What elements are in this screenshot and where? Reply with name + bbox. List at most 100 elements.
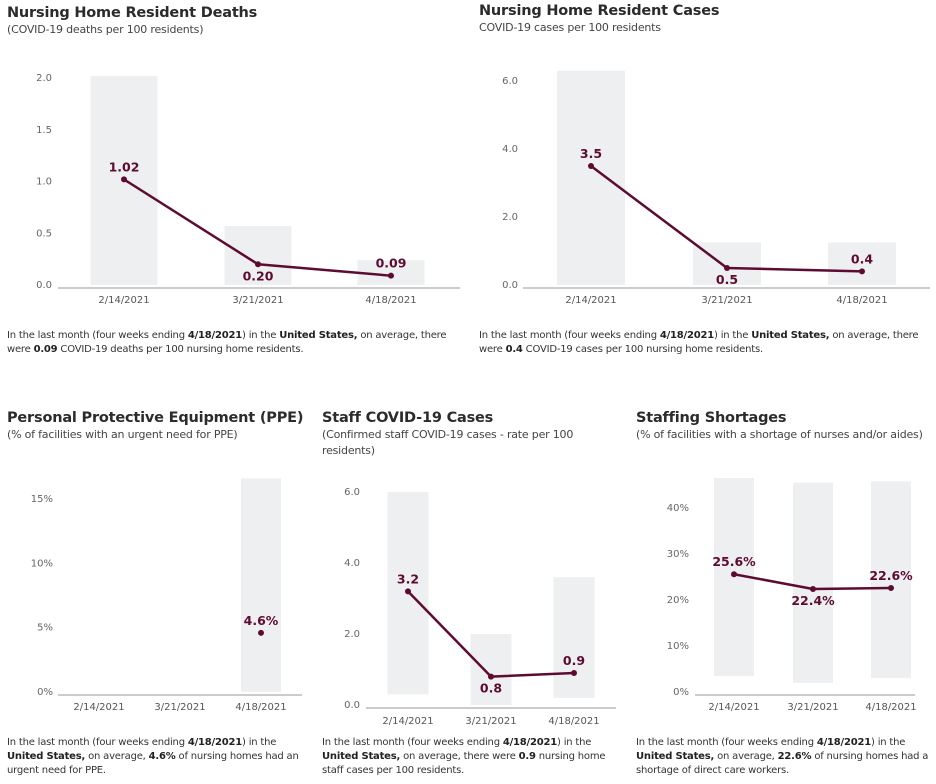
caption-text: ) in the xyxy=(714,330,752,341)
x-tick-label: 2/14/2021 xyxy=(708,702,759,713)
range-bar xyxy=(557,70,625,285)
data-label: 0.8 xyxy=(480,681,502,696)
caption-text: on average, there were xyxy=(7,330,447,355)
y-tick-label: 20% xyxy=(667,595,689,606)
caption-value: 0.4 xyxy=(505,344,523,355)
caption-value: 4.6% xyxy=(148,751,176,762)
x-tick-label: 4/18/2021 xyxy=(548,716,599,727)
y-tick-label: 6.0 xyxy=(344,487,360,498)
chart-title: Nursing Home Resident Cases xyxy=(479,3,720,19)
caption-text: In the last month (four weeks ending xyxy=(479,330,660,341)
x-tick-label: 3/21/2021 xyxy=(701,295,752,306)
caption-value: 22.6% xyxy=(777,751,812,762)
y-tick-label: 10% xyxy=(667,641,689,652)
data-point xyxy=(405,588,411,595)
y-tick-label: 6.0 xyxy=(502,76,518,87)
caption-text: ) in the xyxy=(242,330,280,341)
data-point xyxy=(731,571,737,578)
panel-resident-deaths: Nursing Home Resident Deaths (COVID-19 d… xyxy=(7,5,467,38)
chart-subtitle: (% of facilities with an urgent need for… xyxy=(7,428,238,441)
data-label: 1.02 xyxy=(109,159,140,174)
x-tick-label: 3/21/2021 xyxy=(787,702,838,713)
range-bar xyxy=(224,226,292,285)
data-point xyxy=(388,272,394,279)
range-bar xyxy=(871,481,911,679)
y-tick-label: 0% xyxy=(37,687,53,698)
data-point xyxy=(888,585,894,592)
caption-text: ) in the xyxy=(242,737,277,748)
caption-value: 0.9 xyxy=(518,751,536,762)
caption-date: 4/18/2021 xyxy=(502,737,558,748)
panel-staff-cases: Staff COVID-19 Cases (Confirmed staff CO… xyxy=(322,410,622,459)
y-tick-label: 4.0 xyxy=(344,558,360,569)
data-label: 0.5 xyxy=(716,272,738,287)
range-bar xyxy=(241,478,281,692)
y-tick-label: 2.0 xyxy=(36,73,52,84)
caption-date: 4/18/2021 xyxy=(659,330,715,341)
range-bar xyxy=(553,577,595,698)
caption-place: United States, xyxy=(636,751,715,762)
data-label: 22.6% xyxy=(869,568,913,583)
chart-subtitle: (Confirmed staff COVID-19 cases - rate p… xyxy=(322,428,574,457)
x-tick-label: 2/14/2021 xyxy=(565,295,616,306)
x-tick-label: 3/21/2021 xyxy=(154,702,205,713)
caption-text: COVID-19 deaths per 100 nursing home res… xyxy=(57,344,304,355)
x-tick-label: 4/18/2021 xyxy=(235,702,286,713)
y-tick-label: 2.0 xyxy=(344,629,360,640)
panel-staffing-shortages: Staffing Shortages (% of facilities with… xyxy=(636,410,936,443)
x-tick-label: 4/18/2021 xyxy=(836,295,887,306)
data-point xyxy=(488,673,494,680)
y-tick-label: 10% xyxy=(31,558,53,569)
caption-staffing-shortages: In the last month (four weeks ending 4/1… xyxy=(636,736,936,778)
caption-date: 4/18/2021 xyxy=(187,330,243,341)
y-tick-label: 5% xyxy=(37,623,53,634)
caption-text: on average, there were xyxy=(400,751,519,762)
caption-value: 0.09 xyxy=(33,344,58,355)
y-tick-label: 2.0 xyxy=(502,212,518,223)
caption-date: 4/18/2021 xyxy=(187,737,243,748)
chart-subtitle: (COVID-19 deaths per 100 residents) xyxy=(7,23,204,36)
caption-resident-deaths: In the last month (four weeks ending 4/1… xyxy=(7,329,457,357)
caption-text: of nursing homes had a shortage of direc… xyxy=(636,751,929,776)
caption-text: In the last month (four weeks ending xyxy=(7,737,188,748)
data-label: 22.4% xyxy=(791,593,835,608)
chart-title: Nursing Home Resident Deaths xyxy=(7,5,258,21)
data-label: 25.6% xyxy=(712,554,756,569)
caption-text: of nursing homes had an urgent need for … xyxy=(7,751,299,776)
y-tick-label: 1.0 xyxy=(36,177,52,188)
data-point xyxy=(810,585,816,592)
data-label: 3.2 xyxy=(397,571,419,586)
chart-subtitle: (% of facilities with a shortage of nurs… xyxy=(636,428,923,441)
x-tick-label: 3/21/2021 xyxy=(465,716,516,727)
caption-staff-cases: In the last month (four weeks ending 4/1… xyxy=(322,736,622,778)
y-tick-label: 1.5 xyxy=(36,125,52,136)
data-label: 4.6% xyxy=(244,613,279,628)
caption-place: United States, xyxy=(751,330,830,341)
data-label: 0.4 xyxy=(851,251,873,266)
data-point xyxy=(588,163,594,169)
range-bar xyxy=(828,242,896,285)
panel-ppe: Personal Protective Equipment (PPE) (% o… xyxy=(7,410,307,443)
x-tick-label: 4/18/2021 xyxy=(865,702,916,713)
y-tick-label: 15% xyxy=(31,494,53,505)
data-point xyxy=(258,629,264,636)
y-tick-label: 0% xyxy=(673,687,689,698)
caption-text: on average, there were xyxy=(479,330,919,355)
caption-text: In the last month (four weeks ending xyxy=(7,330,188,341)
caption-text: on average, xyxy=(714,751,778,762)
caption-text: on average, xyxy=(85,751,149,762)
chart-title: Staffing Shortages xyxy=(636,410,787,426)
caption-text: In the last month (four weeks ending xyxy=(636,737,817,748)
data-label: 0.20 xyxy=(243,268,274,283)
y-tick-label: 0.0 xyxy=(36,280,52,291)
x-tick-label: 3/21/2021 xyxy=(232,295,283,306)
range-bar xyxy=(793,482,833,683)
data-label: 0.09 xyxy=(376,256,407,271)
y-tick-label: 0.5 xyxy=(36,228,52,239)
caption-text: In the last month (four weeks ending xyxy=(322,737,503,748)
caption-text: ) in the xyxy=(557,737,592,748)
caption-ppe: In the last month (four weeks ending 4/1… xyxy=(7,736,307,778)
